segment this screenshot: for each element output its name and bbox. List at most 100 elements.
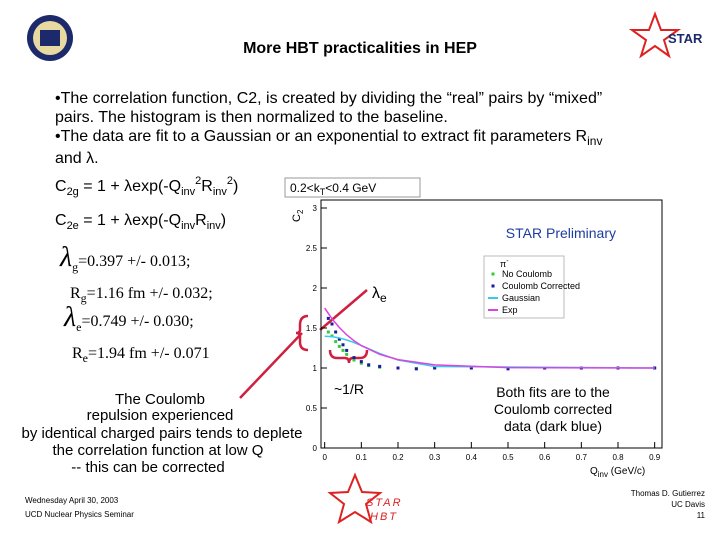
logo-text: HBT [370, 511, 398, 523]
legend-label: Gaussian [502, 293, 540, 303]
note-line: The Coulomb [115, 391, 205, 408]
data-point [433, 366, 437, 370]
y-tick-label: 2 [313, 284, 318, 293]
plot-title-part: 0.2<k [290, 181, 321, 195]
x-tick-label: 0.5 [502, 453, 514, 462]
subscript: g [72, 260, 78, 274]
data-point [506, 367, 510, 371]
x-tick-label: 0.2 [392, 453, 404, 462]
legend-marker [491, 284, 495, 288]
footer-institution: UC Davis [671, 500, 705, 509]
superscript: 2 [227, 175, 233, 187]
bullet-line: pairs. The histogram is then normalized … [55, 109, 448, 126]
data-point [341, 343, 345, 347]
data-point [469, 366, 473, 370]
bullet-line: and λ. [55, 150, 99, 167]
data-point [359, 361, 363, 365]
subscript: inv [598, 470, 608, 479]
page-number: 11 [697, 511, 706, 520]
legend-label: Coulomb Corrected [502, 281, 580, 291]
data-point [345, 352, 349, 356]
fit-curve [324, 307, 655, 369]
formula-part: = 1 + λexp(-Q [79, 178, 181, 195]
fit-result: Re=1.94 fm +/- 0.071 [72, 345, 210, 365]
note-line: the correlation function at low Q [53, 442, 264, 459]
x-tick-label: 0.3 [429, 453, 441, 462]
note-line: by identical charged pairs tends to depl… [21, 425, 302, 442]
lambda-e-label: λe [372, 285, 387, 305]
legend-label: Exp [502, 305, 518, 315]
fit-value: =0.749 +/- 0.030; [81, 313, 193, 330]
subscript: inv [587, 134, 602, 148]
bullet-text: •The data are fit to a Gaussian or an ex… [55, 128, 587, 145]
x-axis-label: Qinv (GeV/c) [590, 466, 645, 479]
fit-result: λe=0.749 +/- 0.030; [63, 302, 194, 334]
subscript: 2g [67, 186, 79, 198]
data-point [341, 348, 345, 352]
logo-text: STAR [366, 497, 403, 509]
bullets: •The correlation function, C2, is create… [55, 90, 602, 167]
data-point [337, 337, 341, 341]
formula-part: R [195, 212, 207, 229]
data-point [326, 330, 330, 334]
symbol: R [70, 285, 81, 302]
footer-seminar: UCD Nuclear Physics Seminar [25, 510, 134, 519]
formula-part: = 1 + λexp(-Q [79, 212, 181, 229]
formula-part: R [201, 178, 213, 195]
superscript: - [506, 258, 509, 265]
y-tick-label: 1.5 [306, 324, 318, 333]
formula-part: C [55, 212, 67, 229]
slide-title: More HBT practicalities in HEP [243, 40, 477, 57]
data-point [414, 367, 418, 371]
subscript: inv [181, 186, 196, 198]
symbol: λ [59, 242, 72, 273]
fit-result: Rg=1.16 fm +/- 0.032; [70, 285, 213, 305]
fit-result: λg=0.397 +/- 0.013; [59, 242, 190, 274]
footer: Wednesday April 30, 2003 UCD Nuclear Phy… [25, 489, 706, 520]
symbol: λ [372, 285, 380, 302]
data-point [330, 322, 334, 326]
legend-box [483, 255, 565, 319]
legend-title: π- [500, 258, 509, 269]
seal-logo [27, 15, 73, 61]
data-point [367, 363, 371, 367]
bullet-line: •The data are fit to a Gaussian or an ex… [55, 128, 602, 148]
y-axis-label: C2 [291, 209, 305, 222]
fit-value: =0.397 +/- 0.013; [78, 253, 190, 270]
star-logo-text: STAR [668, 31, 703, 46]
y-tick-label: 1 [313, 364, 318, 373]
subscript: T [320, 187, 326, 197]
subscript: inv [213, 186, 228, 198]
note-line: data (dark blue) [504, 418, 602, 434]
fits-note: Both fits are to the Coulomb corrected d… [494, 384, 612, 434]
plot-frame [320, 199, 663, 449]
data-point [334, 340, 338, 344]
x-tick-label: 0.8 [612, 453, 624, 462]
x-tick-label: 0 [322, 453, 327, 462]
formulas: C2g = 1 + λexp(-Qinv2Rinv2) C2e = 1 + λe… [55, 175, 238, 232]
subscript: e [76, 320, 81, 334]
star-logo: STAR [628, 11, 703, 59]
formula: C2g = 1 + λexp(-Qinv2Rinv2) [55, 175, 238, 198]
legend-title-part: π [500, 259, 506, 269]
data-point [396, 366, 400, 370]
footer-author: Thomas D. Gutierrez [631, 489, 705, 498]
one-over-r-label: ~1/R [334, 381, 364, 397]
legend-label: No Coulomb [502, 269, 552, 279]
legend-marker [491, 272, 495, 276]
coulomb-note: The Coulomb repulsion experienced by ide… [21, 391, 302, 476]
data-point [378, 364, 382, 368]
data-point [352, 356, 356, 360]
bullet-line: •The correlation function, C2, is create… [55, 90, 602, 107]
fit-value: =1.94 fm +/- 0.071 [88, 345, 210, 362]
data-point [334, 330, 338, 334]
subscript: e [83, 351, 88, 365]
symbol: λ [63, 302, 76, 333]
preliminary-label: STAR Preliminary [506, 225, 616, 241]
subscript: 2e [67, 220, 79, 232]
plot-title-box [284, 177, 421, 198]
subscript: inv [207, 220, 222, 232]
note-line: Coulomb corrected [494, 401, 612, 417]
y-tick-label: 0 [313, 444, 318, 453]
